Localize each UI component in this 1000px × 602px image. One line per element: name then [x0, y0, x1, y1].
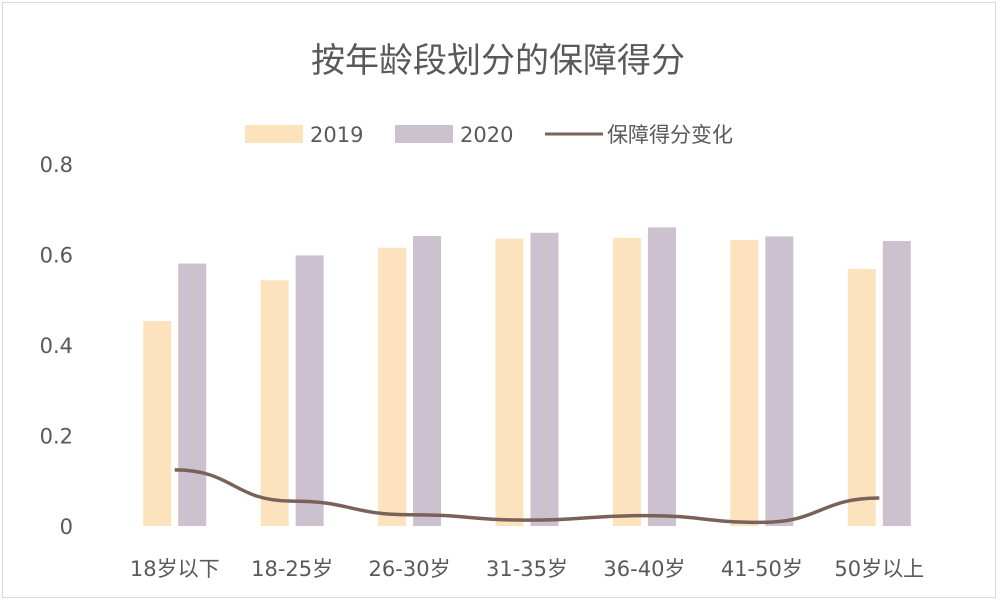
chart-title: 按年龄段划分的保障得分 [311, 41, 685, 81]
bar-2019-4 [612, 237, 641, 526]
x-tick-label: 18-25岁 [251, 557, 333, 581]
legend-label-change: 保障得分变化 [607, 123, 733, 147]
bar-2020-3 [530, 232, 559, 526]
legend: 2019 2020 保障得分变化 [245, 123, 733, 147]
y-tick-label: 0.8 [40, 153, 73, 177]
bar-2019-3 [495, 238, 524, 526]
x-tick-label: 26-30岁 [369, 557, 451, 581]
x-tick-label: 50岁以上 [834, 557, 924, 581]
bar-2020-0 [178, 263, 207, 526]
change-line-group [174, 468, 880, 525]
bar-2020-4 [647, 227, 676, 526]
y-tick-label: 0.2 [40, 425, 73, 449]
y-tick-label: 0 [60, 515, 73, 539]
legend-label-2019: 2019 [310, 123, 363, 147]
x-axis: 18岁以下 18-25岁 26-30岁 31-35岁 36-40岁 41-50岁 50岁以上 [130, 557, 924, 581]
y-tick-label: 0.6 [40, 244, 73, 268]
bar-2020-2 [413, 235, 442, 526]
bar-2020-1 [295, 255, 324, 526]
bar-2019-5 [730, 240, 759, 526]
x-tick-label: 18岁以下 [130, 557, 220, 581]
bar-2019-0 [143, 321, 172, 526]
y-axis: 0 0.2 0.4 0.6 0.8 [40, 153, 73, 539]
legend-swatch-2020 [395, 125, 453, 143]
change-line [174, 468, 880, 525]
y-tick-label: 0.4 [40, 334, 73, 358]
x-tick-label: 31-35岁 [486, 557, 568, 581]
bar-2019-1 [260, 280, 289, 526]
legend-label-2020: 2020 [460, 123, 513, 147]
bar-2020-6 [882, 240, 911, 527]
bars [143, 227, 911, 527]
legend-swatch-2019 [245, 125, 303, 143]
bar-2020-5 [765, 236, 794, 526]
x-tick-label: 41-50岁 [721, 557, 803, 581]
x-tick-label: 36-40岁 [603, 557, 685, 581]
bar-2019-2 [378, 247, 407, 526]
chart-svg: 按年龄段划分的保障得分 2019 2020 保障得分变化 00.20.40.60… [40, 41, 925, 581]
bar-2019-6 [847, 268, 876, 526]
